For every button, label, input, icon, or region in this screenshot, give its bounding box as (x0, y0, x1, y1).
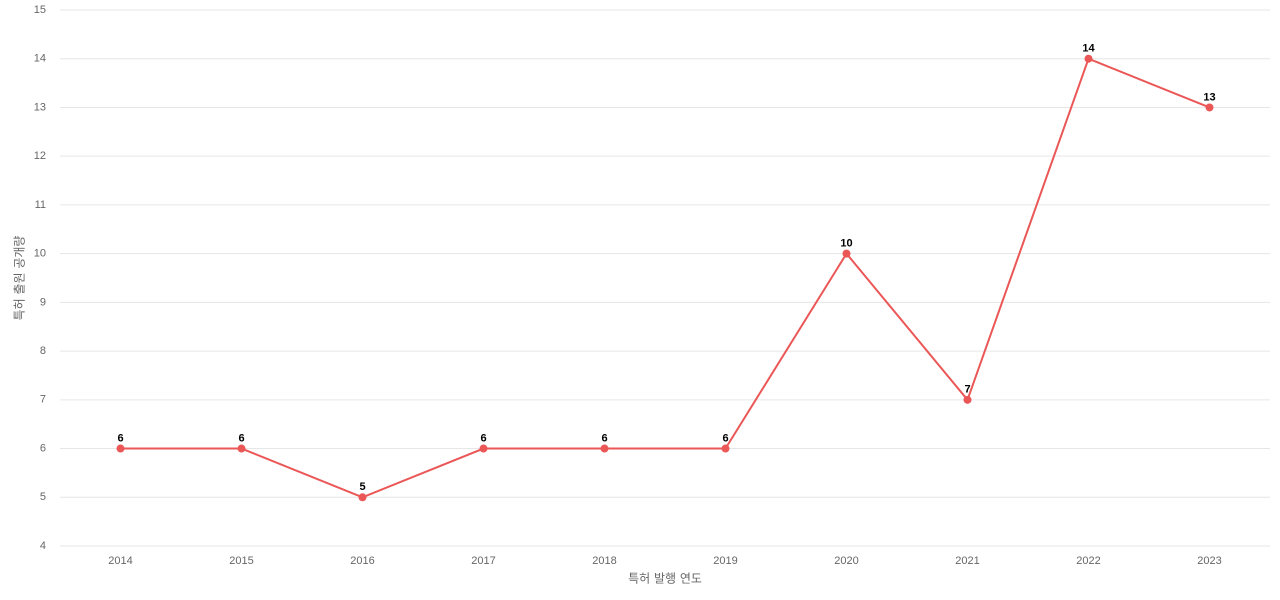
point (721, 444, 730, 453)
y-axis-title: 특허 출원 공개량 (13, 236, 27, 321)
point (1205, 103, 1214, 112)
x-tick-label: 2014 (108, 555, 132, 567)
y-tick-label: 7 (40, 394, 46, 406)
y-tick-label: 15 (34, 4, 46, 16)
y-tick-label: 8 (40, 345, 46, 357)
line (120, 57, 1210, 499)
y-tick-label: 4 (40, 540, 46, 552)
x-tick-label: 2015 (229, 555, 253, 567)
point (237, 444, 246, 453)
y-tick-label: 12 (34, 150, 46, 162)
y-tick-label: 10 (34, 248, 46, 260)
value-label: 13 (1203, 91, 1215, 103)
x-tick-label: 2022 (1076, 555, 1100, 567)
point (479, 444, 488, 453)
y-tick-label: 6 (40, 442, 46, 454)
value-label: 7 (964, 384, 970, 396)
x-tick-label: 2016 (350, 555, 374, 567)
x-tick-label: 2023 (1197, 555, 1221, 567)
point (600, 444, 609, 453)
x-tick-label: 2017 (471, 555, 495, 567)
x-tick-label: 2020 (834, 555, 858, 567)
y-tick-label: 9 (40, 296, 46, 308)
point (963, 395, 972, 404)
x-tick-label: 2021 (955, 555, 979, 567)
y-tick-label: 11 (35, 199, 46, 211)
point (358, 493, 367, 502)
x-tick-label: 2019 (713, 555, 737, 567)
y-tick-label: 5 (40, 491, 46, 503)
y-tick-label: 13 (34, 101, 46, 113)
value-label: 10 (840, 238, 852, 250)
point (116, 444, 125, 453)
y-tick-label: 14 (34, 53, 46, 65)
x-tick-label: 2018 (592, 555, 616, 567)
x-axis-title: 특허 발행 연도 (628, 571, 702, 586)
value-label: 6 (722, 432, 728, 444)
value-label: 5 (359, 481, 365, 493)
value-label: 6 (480, 432, 486, 444)
value-label: 6 (601, 432, 607, 444)
value-label: 14 (1082, 43, 1095, 55)
value-label: 6 (117, 432, 123, 444)
value-label: 6 (238, 432, 244, 444)
point (1084, 54, 1093, 63)
point (842, 249, 851, 258)
